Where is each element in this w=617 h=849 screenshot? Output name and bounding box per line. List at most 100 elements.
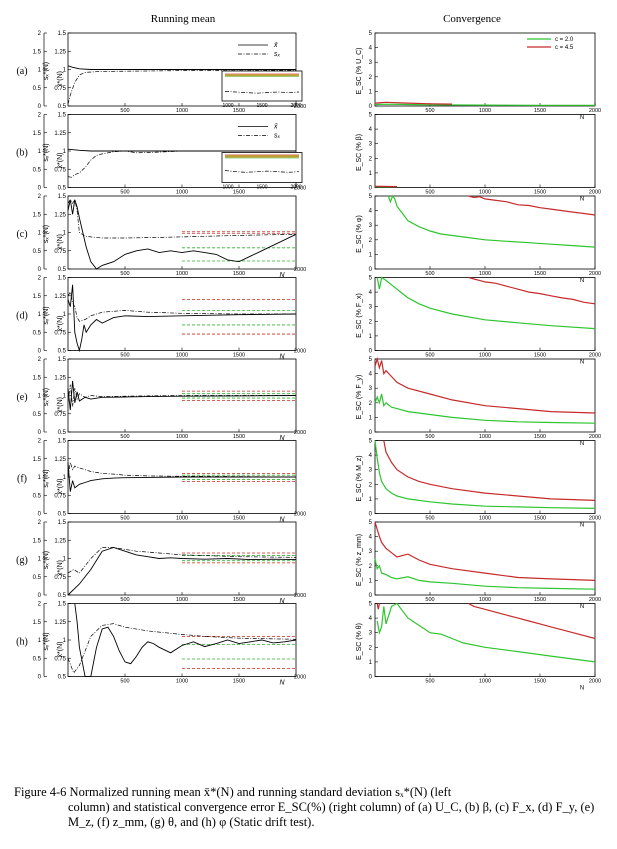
y-left-tick-label: 1.5 bbox=[33, 375, 42, 381]
x-tick-label: 500 bbox=[425, 271, 434, 277]
x-tick-label: 2000 bbox=[589, 190, 601, 196]
plot-frame bbox=[374, 277, 596, 351]
y-right-tick-label: 1.25 bbox=[54, 538, 66, 544]
y-tick-label: 1 bbox=[369, 334, 373, 340]
x-tick-label: 1000 bbox=[479, 434, 491, 440]
y-tick-label: 4 bbox=[369, 290, 373, 296]
series-mean-line bbox=[67, 462, 296, 492]
panel-d-convergence: 0 1 2 3 4 5 500 1000 1500 2000 N E_SC (% F_x) bbox=[356, 276, 601, 366]
y-right-tick-label: 1.5 bbox=[58, 357, 67, 363]
y-right-axis-label: x̄*(N) bbox=[57, 397, 64, 413]
x-tick-label: 1000 bbox=[479, 679, 491, 685]
x-tick-label: 1500 bbox=[233, 434, 245, 440]
x-tick-label: 500 bbox=[120, 516, 129, 522]
inset-band-orange bbox=[225, 74, 299, 77]
x-tick-label: 500 bbox=[425, 679, 434, 685]
y-tick-label: 5 bbox=[369, 602, 373, 608]
x-tick-label: 1500 bbox=[534, 190, 546, 196]
x-tick-label: 1500 bbox=[233, 597, 245, 603]
panel-letter: (g) bbox=[16, 555, 28, 566]
x-tick-label: 2000 bbox=[294, 349, 306, 355]
x-tick-label: 2000 bbox=[294, 430, 306, 436]
series-std-line bbox=[67, 291, 296, 322]
y-left-tick-label: 1.5 bbox=[33, 49, 42, 55]
y-left-tick-label: 0.5 bbox=[33, 575, 42, 581]
y-tick-label: 3 bbox=[369, 305, 373, 311]
y-right-tick-label: 1.5 bbox=[58, 194, 67, 200]
panel-c-convergence: 0 1 2 3 4 5 500 1000 1500 2000 N E_SC (% φ) bbox=[356, 194, 601, 284]
x-tick-label: 1000 bbox=[479, 190, 491, 196]
y-right-tick-label: 0.5 bbox=[58, 593, 67, 599]
y-left-tick-label: 0.5 bbox=[33, 330, 42, 336]
y-right-axis-label: x̄*(N) bbox=[57, 642, 64, 658]
inset-x-tick-label: 1500 bbox=[256, 103, 267, 109]
y-axis-label: E_SC (% U_C) bbox=[356, 47, 363, 94]
x-tick-label: 1000 bbox=[479, 516, 491, 522]
x-tick-label: 500 bbox=[120, 353, 129, 359]
y-left-tick-label: 0.5 bbox=[33, 167, 42, 173]
y-right-axis-label: x̄*(N) bbox=[57, 234, 64, 250]
y-left-tick-label: 0 bbox=[38, 512, 42, 518]
y-left-axis-label: sₓ*(N) bbox=[43, 469, 50, 487]
x-tick-label: 1000 bbox=[176, 271, 188, 277]
y-left-tick-label: 0.5 bbox=[33, 656, 42, 662]
y-left-tick-label: 2 bbox=[38, 194, 42, 200]
y-left-tick-label: 2 bbox=[38, 113, 42, 119]
inset-x-tick-label: 2000 bbox=[290, 103, 301, 109]
panel-e-convergence: 0 1 2 3 4 5 500 1000 1500 2000 N E_SC (% F_y) bbox=[356, 356, 601, 447]
x-tick-label: 2000 bbox=[294, 186, 306, 192]
inset-x-tick-label: 1500 bbox=[256, 185, 267, 191]
y-tick-label: 4 bbox=[369, 46, 373, 52]
x-tick-label: 1000 bbox=[176, 190, 188, 196]
y-left-tick-label: 2 bbox=[38, 276, 42, 282]
y-right-tick-label: 1.5 bbox=[58, 113, 67, 119]
x-tick-label: 500 bbox=[120, 108, 129, 114]
y-axis-label: E_SC (% M_z) bbox=[356, 455, 363, 501]
y-left-tick-label: 1 bbox=[38, 68, 42, 74]
y-right-tick-label: 0.75 bbox=[54, 493, 66, 499]
y-tick-label: 4 bbox=[369, 209, 373, 215]
x-tick-label: 2000 bbox=[589, 271, 601, 277]
plot-frame bbox=[374, 603, 596, 677]
y-right-tick-label: 0.75 bbox=[54, 656, 66, 662]
y-right-tick-label: 1.25 bbox=[54, 131, 66, 137]
x-tick-label: 1500 bbox=[233, 516, 245, 522]
y-left-tick-label: 0 bbox=[38, 430, 42, 436]
x-tick-label: 500 bbox=[425, 190, 434, 196]
y-left-tick-label: 1 bbox=[38, 312, 42, 318]
y-right-tick-label: 0.75 bbox=[54, 330, 66, 336]
y-right-tick-label: 0.5 bbox=[58, 675, 67, 681]
y-left-tick-label: 1.5 bbox=[33, 294, 42, 300]
panel-f-convergence: 0 1 2 3 4 5 500 1000 1500 2000 N E_SC (% M_z) bbox=[356, 439, 601, 529]
y-left-tick-label: 0 bbox=[38, 675, 42, 681]
series-std-line bbox=[67, 462, 297, 478]
x-tick-label: 1500 bbox=[534, 597, 546, 603]
y-left-axis-label: sₓ*(N) bbox=[43, 62, 50, 80]
y-right-axis-label: x̄*(N) bbox=[57, 479, 64, 495]
y-right-tick-label: 1 bbox=[63, 638, 67, 644]
series-c45-line bbox=[468, 195, 596, 216]
x-axis-label: N bbox=[580, 197, 584, 203]
x-axis-label: N bbox=[279, 435, 285, 442]
inset-band-orange bbox=[225, 154, 299, 158]
y-right-axis-label: x̄*(N) bbox=[57, 71, 64, 87]
x-tick-label: 2000 bbox=[294, 675, 306, 681]
y-left-tick-label: 2 bbox=[38, 357, 42, 363]
y-left-tick-label: 0 bbox=[38, 104, 42, 110]
y-right-tick-label: 1 bbox=[63, 557, 67, 563]
y-tick-label: 0 bbox=[369, 104, 373, 110]
y-left-tick-label: 0 bbox=[38, 593, 42, 599]
series-c20-line bbox=[374, 440, 596, 509]
x-tick-label: 500 bbox=[425, 434, 434, 440]
y-tick-label: 3 bbox=[369, 142, 373, 148]
panel-letter: (e) bbox=[16, 392, 27, 403]
y-tick-label: 5 bbox=[369, 439, 373, 445]
y-right-tick-label: 1 bbox=[63, 394, 67, 400]
panel-e-running: (e) 0 0.5 1 1.5 2 0.5 0.75 1 1.25 1.5 sₓ*(N) x̄*(N) 5… bbox=[16, 357, 306, 442]
panel-a-convergence: 0 1 2 3 4 5 500 1000 1500 2000 N E_SC (% U_C) c = 2.… bbox=[356, 31, 601, 121]
x-tick-label: 1500 bbox=[534, 108, 546, 114]
legend-label: sₓ bbox=[274, 133, 281, 140]
panel-h-convergence: 0 1 2 3 4 5 500 1000 1500 2000 N E_SC (% θ) bbox=[356, 602, 601, 692]
x-tick-label: 1500 bbox=[233, 190, 245, 196]
